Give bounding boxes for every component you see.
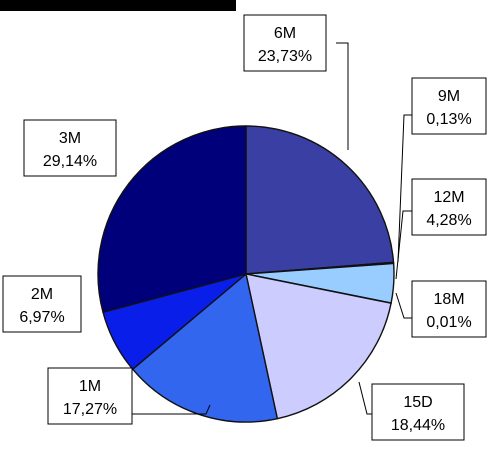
slice-percent-label: 17,27% xyxy=(63,401,117,418)
data-label-15d: 15D 18,44% xyxy=(371,383,465,441)
slice-category-label: 15D xyxy=(403,394,432,411)
slice-percent-label: 0,01% xyxy=(426,314,471,331)
pie-slice-15d xyxy=(245,273,392,420)
label-box xyxy=(243,14,327,72)
data-label-9m: 9M 0,13% xyxy=(411,77,487,135)
title-bar xyxy=(0,0,236,11)
slice-percent-label: 18,44% xyxy=(391,417,445,434)
slice-percent-label: 29,14% xyxy=(43,153,97,170)
pie-slices xyxy=(97,125,395,423)
slice-category-label: 3M xyxy=(59,130,81,147)
label-box xyxy=(23,119,117,177)
leader-lines xyxy=(126,42,412,415)
data-label-3m: 3M 29,14% xyxy=(23,119,117,177)
slice-category-label: 1M xyxy=(79,378,101,395)
data-label-2m: 2M 6,97% xyxy=(2,275,82,333)
leader-line-6m xyxy=(336,42,349,150)
data-label-12m: 12M 4,28% xyxy=(411,178,487,236)
leader-line-1m xyxy=(126,404,211,415)
slice-category-label: 12M xyxy=(433,189,464,206)
pie-slice-6m xyxy=(245,125,395,275)
data-label-1m: 1M 17,27% xyxy=(47,367,133,425)
leader-line-18m xyxy=(395,292,412,319)
label-box xyxy=(411,178,487,236)
slice-category-label: 18M xyxy=(433,291,464,308)
slice-labels: 6M 23,73% 9M 0,13% 12M 4,28% 18M 0,01% 15D 18,44%… xyxy=(2,14,487,441)
pie-slice-3m xyxy=(97,125,247,313)
label-box xyxy=(411,77,487,135)
label-box xyxy=(371,383,465,441)
slice-category-label: 6M xyxy=(274,25,296,42)
slice-percent-label: 6,97% xyxy=(19,309,64,326)
leader-line-12m xyxy=(395,210,412,280)
label-box xyxy=(2,275,82,333)
data-label-18m: 18M 0,01% xyxy=(411,280,487,338)
slice-percent-label: 4,28% xyxy=(426,212,471,229)
leader-line-9m xyxy=(397,114,412,263)
slice-category-label: 2M xyxy=(31,286,53,303)
slice-percent-label: 23,73% xyxy=(258,48,312,65)
slice-category-label: 9M xyxy=(438,88,460,105)
slice-percent-label: 0,13% xyxy=(426,111,471,128)
data-label-6m: 6M 23,73% xyxy=(243,14,327,72)
label-box xyxy=(411,280,487,338)
label-box xyxy=(47,367,133,425)
